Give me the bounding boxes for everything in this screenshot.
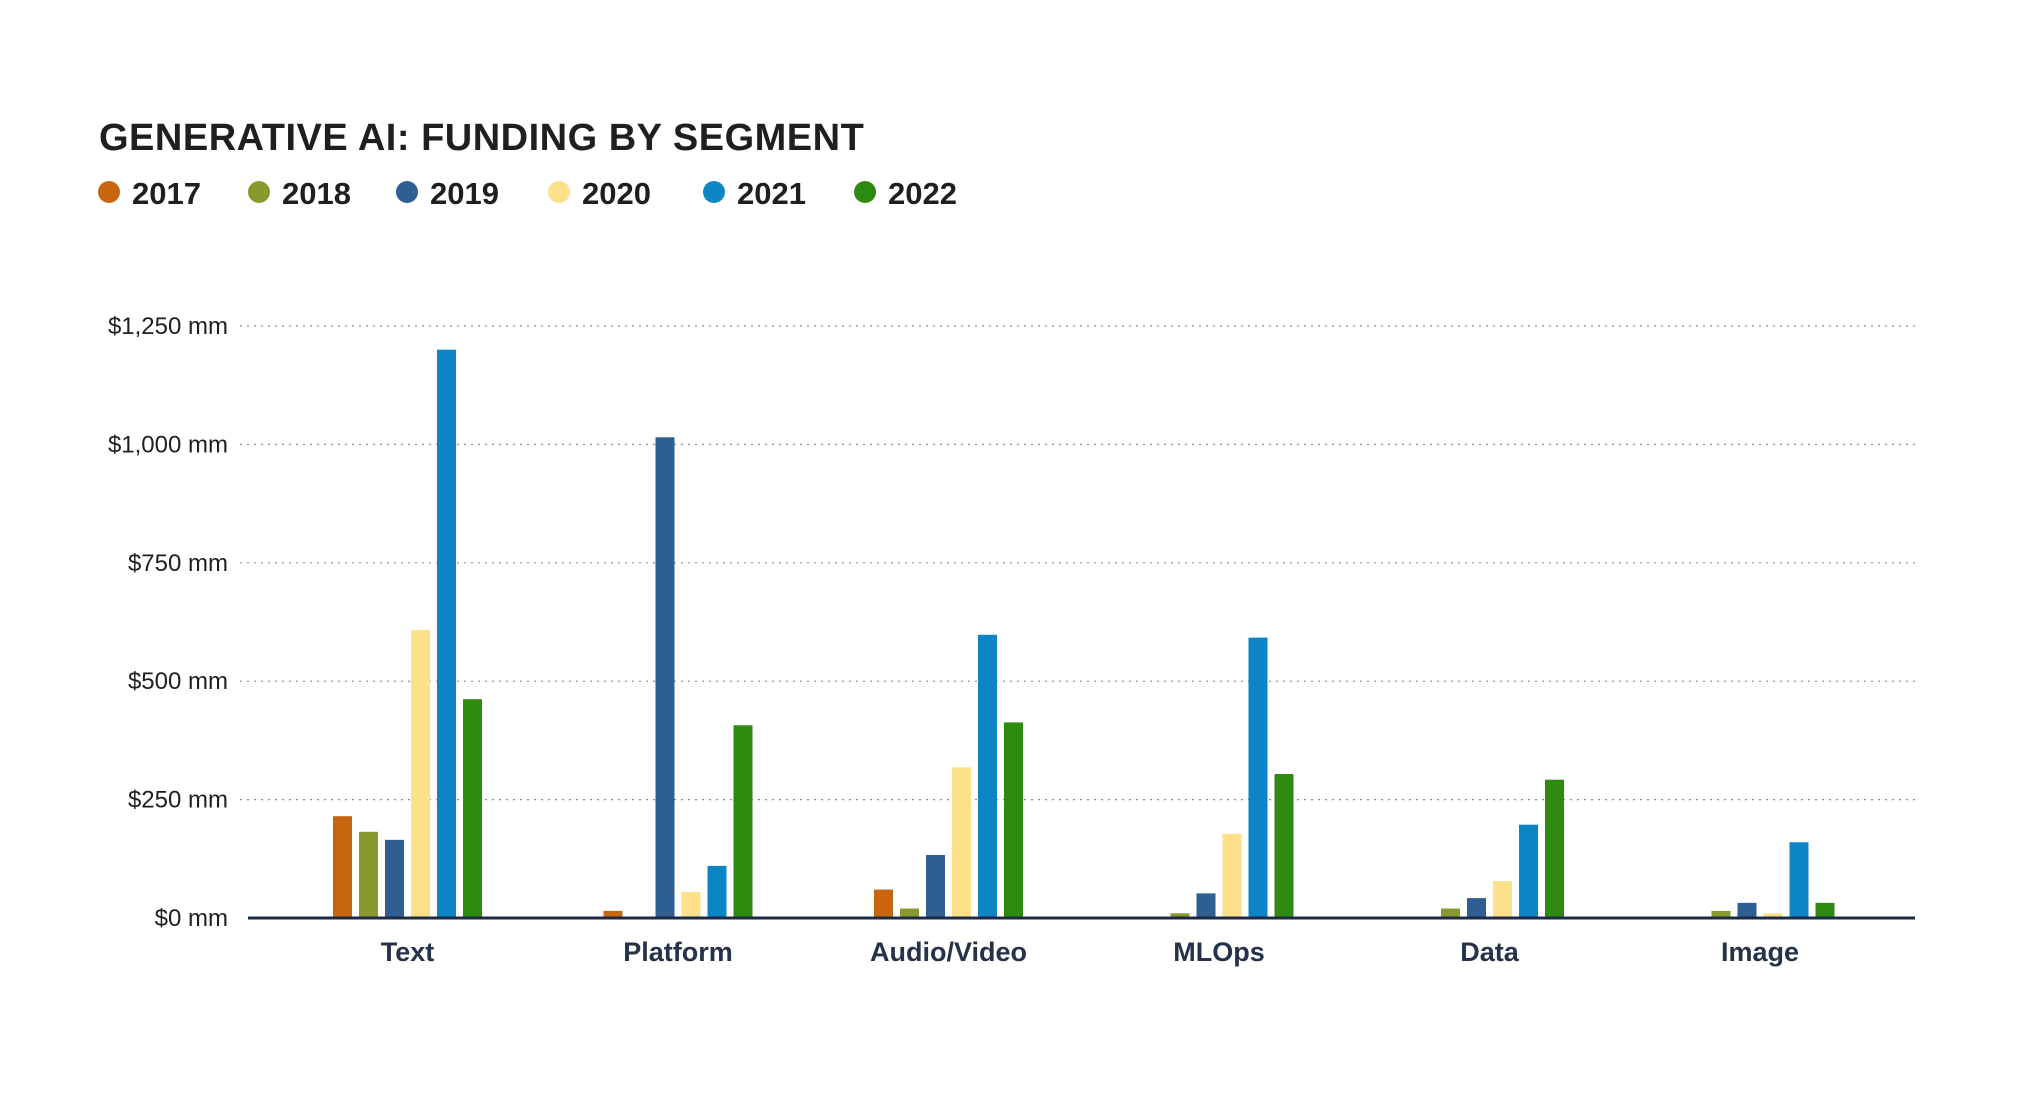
legend-marker-2019 [396, 181, 418, 203]
bar-image-2020 [1763, 913, 1783, 918]
bars [333, 349, 1835, 918]
bar-mlops-2022 [1274, 774, 1294, 918]
legend-marker-2020 [548, 181, 570, 203]
legend: 2017 2018 2019 2020 2021 2022 [98, 176, 957, 211]
y-tick-label: $1,000 mm [108, 431, 228, 458]
x-tick-label: Image [1721, 937, 1799, 967]
bar-text-2018 [359, 831, 378, 918]
bar-image-2018 [1711, 910, 1731, 918]
bar-data-2020 [1493, 881, 1512, 918]
legend-marker-2017 [98, 181, 120, 203]
bar-platform-2021 [707, 865, 727, 918]
bar-platform-2017 [603, 910, 623, 918]
legend-label-2020: 2020 [582, 176, 651, 211]
bar-mlops-2018 [1170, 913, 1190, 918]
legend-label-2018: 2018 [282, 176, 351, 211]
y-axis-ticks: $0 mm $250 mm $500 mm $750 mm $1,000 mm $1,25… [108, 313, 228, 932]
legend-label-2021: 2021 [737, 176, 806, 211]
bar-audio-video-2021 [978, 634, 997, 918]
bar-text-2019 [385, 839, 404, 918]
x-axis-ticks: Text Platform Audio/Video MLOps Data Image [381, 937, 1799, 967]
legend-label-2019: 2019 [430, 176, 499, 211]
x-tick-label: MLOps [1173, 937, 1265, 967]
bar-audio-video-2019 [926, 855, 945, 918]
bar-text-2017 [333, 816, 352, 918]
y-tick-label: $500 mm [128, 668, 228, 695]
bar-platform-2022 [733, 725, 753, 918]
y-tick-label: $250 mm [128, 787, 228, 814]
x-tick-label: Text [381, 937, 435, 967]
bar-image-2022 [1815, 902, 1835, 918]
bar-data-2022 [1545, 779, 1564, 918]
chart-title: GENERATIVE AI: FUNDING BY SEGMENT [99, 117, 864, 159]
y-tick-label: $1,250 mm [108, 313, 228, 340]
bar-audio-video-2018 [900, 908, 919, 918]
x-tick-label: Platform [623, 937, 733, 967]
bar-mlops-2021 [1248, 637, 1268, 918]
legend-label-2022: 2022 [888, 176, 957, 211]
bar-audio-video-2017 [874, 889, 893, 918]
legend-marker-2022 [854, 181, 876, 203]
bar-image-2021 [1789, 842, 1809, 918]
bar-text-2020 [411, 630, 430, 918]
bar-image-2019 [1737, 902, 1757, 918]
y-tick-label: $750 mm [128, 550, 228, 577]
bar-mlops-2020 [1222, 833, 1242, 918]
legend-marker-2018 [248, 181, 270, 203]
bar-platform-2019 [655, 437, 675, 918]
legend-marker-2021 [703, 181, 725, 203]
y-tick-label: $0 mm [155, 905, 228, 932]
gridlines [240, 325, 1915, 801]
bar-text-2022 [463, 699, 482, 918]
x-tick-label: Audio/Video [870, 937, 1027, 967]
bar-text-2021 [437, 349, 456, 918]
legend-label-2017: 2017 [132, 176, 201, 211]
bar-mlops-2019 [1196, 893, 1216, 918]
bar-data-2019 [1467, 898, 1486, 918]
bar-audio-video-2022 [1004, 722, 1023, 918]
bar-data-2021 [1519, 824, 1538, 918]
bar-platform-2020 [681, 891, 701, 918]
x-tick-label: Data [1460, 937, 1520, 967]
bar-audio-video-2020 [952, 767, 971, 918]
bar-data-2018 [1441, 908, 1460, 918]
